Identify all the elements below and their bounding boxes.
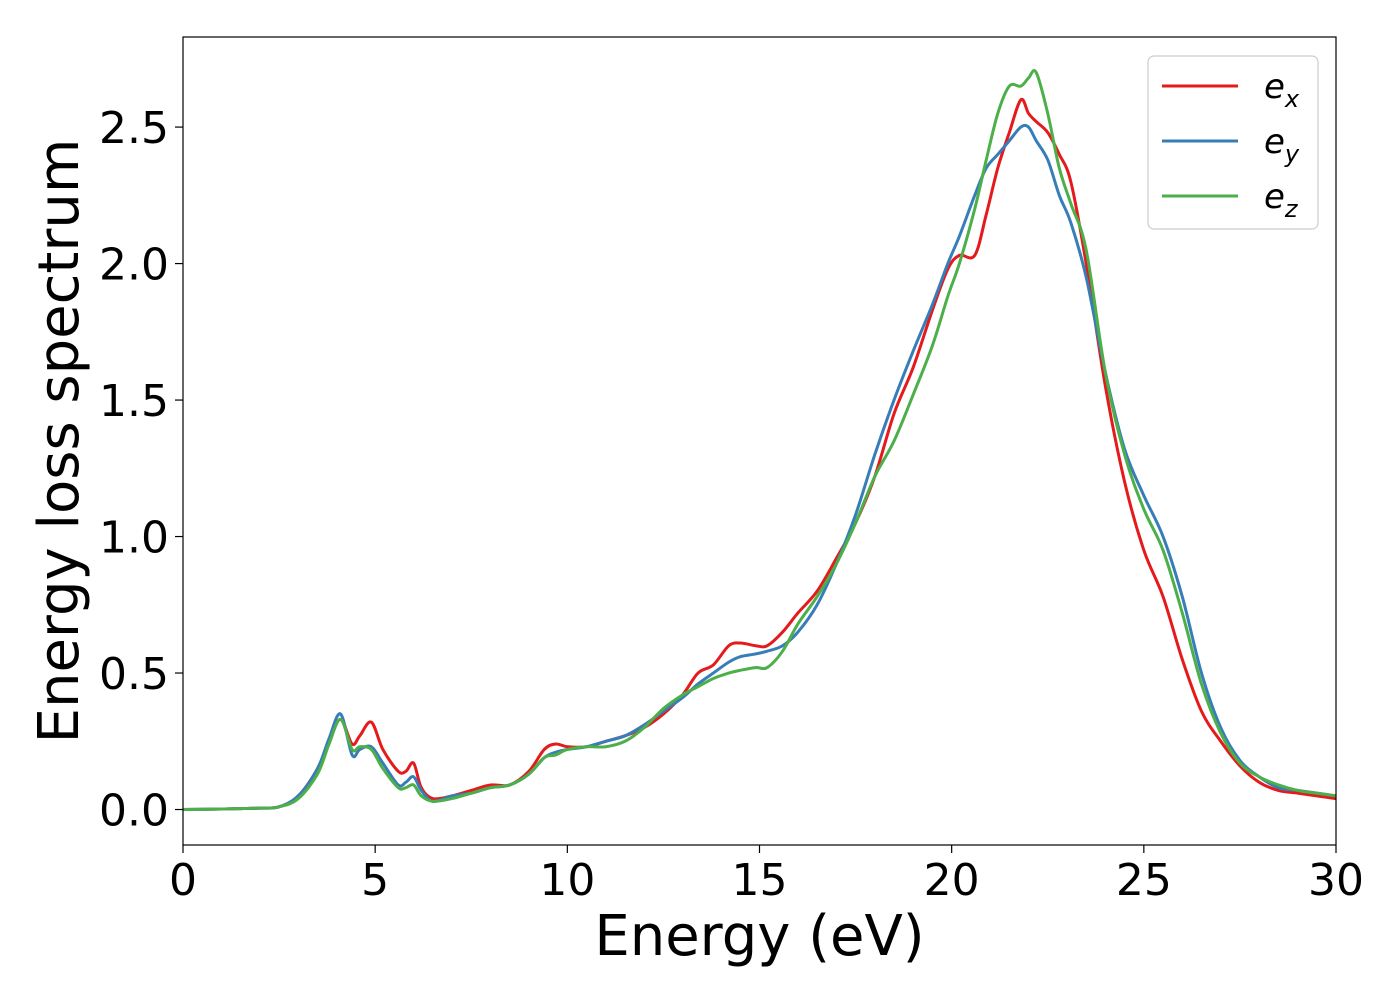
- x-tick-label: 5: [361, 855, 389, 906]
- legend-label-subscript: x: [1284, 85, 1300, 113]
- x-tick-label: 30: [1308, 855, 1364, 906]
- x-tick-label: 15: [732, 855, 788, 906]
- legend-label-base: e: [1264, 177, 1285, 217]
- legend-label-base: e: [1264, 122, 1285, 162]
- x-axis-title: Energy (eV): [594, 904, 924, 969]
- y-tick-label: 0.0: [99, 786, 169, 837]
- legend-label: ey: [1264, 122, 1300, 168]
- y-tick-label: 0.5: [99, 649, 169, 700]
- x-tick-label: 20: [924, 855, 980, 906]
- series-line-ex: [182, 97, 1337, 812]
- y-tick-label: 2.0: [99, 240, 169, 291]
- y-tick-label: 1.5: [99, 376, 169, 427]
- series-line-ez: [182, 69, 1337, 812]
- x-tick-label: 25: [1116, 855, 1172, 906]
- x-tick-label: 0: [169, 855, 197, 906]
- y-axis-title: Energy loss spectrum: [27, 139, 92, 744]
- legend-label-base: e: [1264, 67, 1285, 107]
- legend-label: ez: [1264, 177, 1299, 223]
- legend-label-subscript: y: [1284, 140, 1300, 168]
- x-axis-ticks: 0 5 10 15 20 25 30: [169, 845, 1364, 906]
- y-axis-ticks: 0.0 0.5 1.0 1.5 2.0 2.5: [99, 103, 183, 837]
- legend-label-subscript: z: [1284, 195, 1299, 223]
- x-tick-label: 10: [539, 855, 595, 906]
- y-tick-label: 2.5: [99, 103, 169, 154]
- legend-label: ex: [1264, 67, 1300, 113]
- y-tick-label: 1.0: [99, 513, 169, 564]
- series-lines: [182, 69, 1337, 812]
